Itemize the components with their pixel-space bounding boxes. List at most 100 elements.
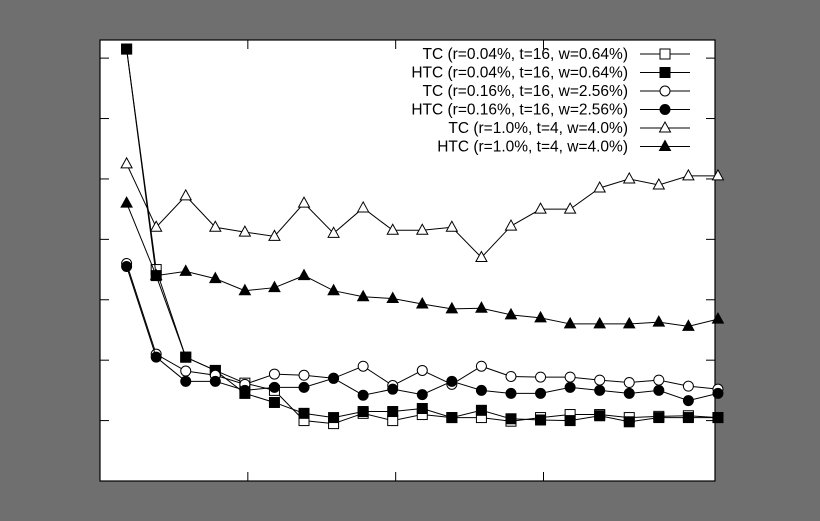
data-point-triangle-open — [149, 220, 163, 232]
data-point-square-filled — [328, 412, 340, 424]
data-point-square-filled — [682, 412, 694, 424]
data-point-triangle-open — [208, 220, 222, 232]
data-point-triangle-open — [534, 202, 547, 214]
data-point-square-filled — [505, 413, 517, 425]
legend-item: TC (r=1.0%, t=4, w=4.0%) — [448, 120, 690, 137]
series-lines — [120, 43, 725, 430]
data-point-circle-filled — [298, 381, 310, 393]
data-point-triangle-open — [475, 250, 488, 262]
data-point-triangle-filled — [475, 301, 488, 313]
data-point-triangle-filled — [238, 283, 252, 296]
data-point-triangle-filled — [445, 301, 459, 314]
data-point-circle-filled — [416, 389, 428, 401]
data-point-square-filled — [357, 406, 369, 418]
data-point-circle-open — [505, 370, 517, 382]
data-point-triangle-filled — [593, 316, 607, 329]
data-point-triangle-filled — [208, 271, 222, 284]
data-point-triangle-filled — [297, 268, 311, 281]
data-point-circle-open — [653, 374, 665, 386]
data-point-triangle-filled — [268, 280, 281, 293]
data-point-triangle-open — [445, 220, 459, 232]
data-point-square-filled — [564, 415, 576, 427]
data-point-triangle-filled — [120, 196, 133, 208]
series-5 — [120, 156, 725, 262]
data-point-triangle-open — [658, 120, 672, 133]
data-point-circle-open — [268, 368, 280, 380]
legend-item: TC (r=0.04%, t=16, w=0.64%) — [423, 46, 690, 63]
data-point-circle-filled — [653, 384, 665, 396]
data-point-square-filled — [180, 351, 192, 363]
data-point-circle-filled — [150, 351, 162, 363]
legend: TC (r=0.04%, t=16, w=0.64%) HTC (r=0.04%,… — [411, 46, 690, 156]
data-point-circle-filled — [446, 375, 458, 387]
data-point-circle-filled — [659, 104, 671, 115]
data-point-circle-filled — [387, 383, 399, 395]
data-point-square-filled — [594, 410, 606, 422]
data-point-circle-filled — [268, 381, 280, 393]
data-point-circle-filled — [682, 395, 694, 407]
data-point-circle-open — [416, 364, 428, 376]
data-point-triangle-filled — [179, 264, 193, 276]
data-point-triangle-filled — [504, 307, 518, 320]
data-point-square-filled — [446, 412, 458, 424]
legend-label: HTC (r=1.0%, t=4, w=4.0%) — [437, 139, 628, 156]
data-point-circle-filled — [564, 381, 576, 393]
data-point-triangle-filled — [682, 319, 695, 331]
data-point-circle-filled — [475, 384, 487, 396]
data-point-circle-open — [535, 371, 547, 383]
legend-label: HTC (r=0.04%, t=16, w=0.64%) — [411, 65, 628, 82]
data-point-square-filled — [416, 403, 428, 415]
data-point-circle-filled — [594, 384, 606, 396]
data-point-square-open — [659, 48, 671, 60]
data-point-circle-filled — [623, 387, 635, 399]
data-point-triangle-open — [652, 177, 666, 190]
series-6 — [120, 196, 725, 331]
data-point-triangle-filled — [386, 291, 400, 304]
data-point-triangle-open — [238, 225, 252, 237]
data-point-triangle-filled — [658, 139, 672, 151]
data-point-square-filled — [535, 414, 547, 426]
data-point-triangle-open — [682, 168, 695, 181]
data-point-circle-filled — [505, 387, 517, 399]
data-point-triangle-filled — [652, 315, 666, 327]
data-point-triangle-open — [327, 226, 340, 238]
data-point-triangle-open — [504, 219, 518, 231]
data-point-square-filled — [475, 404, 487, 416]
data-point-circle-filled — [328, 372, 340, 384]
data-point-circle-filled — [535, 387, 547, 399]
data-point-circle-open — [623, 377, 635, 389]
data-point-square-filled — [298, 407, 310, 419]
data-point-square-filled — [121, 43, 133, 55]
data-point-square-filled — [712, 412, 724, 424]
data-point-triangle-open — [593, 180, 607, 193]
data-point-circle-filled — [209, 375, 221, 387]
data-point-triangle-filled — [563, 316, 577, 329]
data-point-triangle-open — [386, 223, 400, 235]
legend-item: TC (r=0.16%, t=16, w=2.56%) — [423, 83, 690, 100]
data-point-triangle-open — [622, 171, 636, 184]
data-point-square-filled — [387, 406, 399, 418]
legend-label: TC (r=0.04%, t=16, w=0.64%) — [423, 46, 628, 63]
data-point-triangle-filled — [327, 283, 340, 296]
data-point-circle-open — [180, 365, 192, 377]
data-point-circle-filled — [357, 389, 369, 401]
data-point-triangle-open — [120, 156, 133, 169]
data-point-triangle-filled — [149, 268, 163, 281]
data-point-circle-open — [298, 369, 310, 381]
data-point-circle-open — [659, 85, 671, 97]
data-point-triangle-filled — [415, 296, 429, 309]
data-point-circle-open — [682, 380, 694, 392]
data-point-triangle-filled — [356, 289, 370, 302]
data-point-square-filled — [268, 396, 280, 408]
data-point-triangle-filled — [534, 310, 547, 323]
data-point-triangle-open — [563, 202, 577, 214]
data-point-square-filled — [653, 412, 665, 424]
data-point-circle-filled — [712, 387, 724, 399]
legend-label: TC (r=1.0%, t=4, w=4.0%) — [448, 120, 628, 137]
data-point-square-filled — [623, 416, 635, 428]
legend-label: TC (r=0.16%, t=16, w=2.56%) — [423, 83, 628, 100]
legend-item: HTC (r=1.0%, t=4, w=4.0%) — [437, 139, 690, 156]
legend-item: HTC (r=0.16%, t=16, w=2.56%) — [411, 102, 690, 119]
data-point-triangle-open — [297, 196, 311, 208]
data-point-square-filled — [659, 67, 671, 78]
